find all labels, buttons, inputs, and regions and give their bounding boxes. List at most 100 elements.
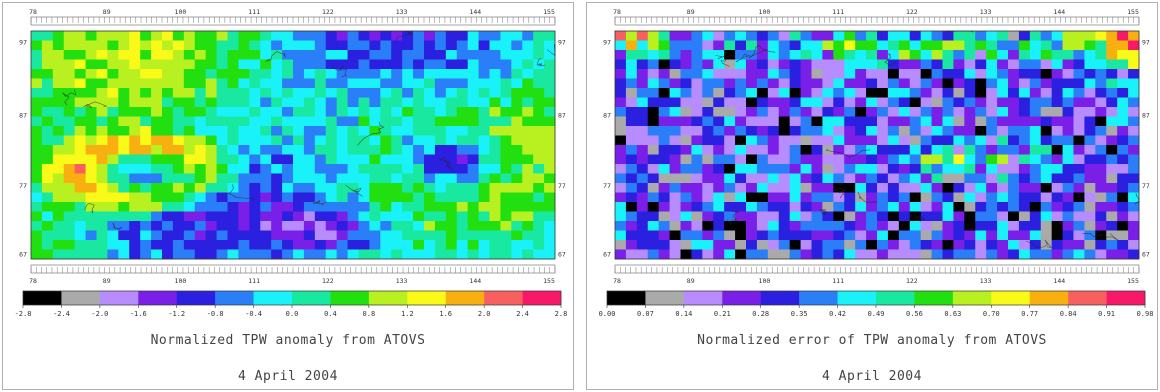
colorbar-swatch <box>368 291 408 305</box>
colorbar-tick-label: 0.42 <box>829 310 846 318</box>
colorbar-tick-label: 1.6 <box>439 310 452 318</box>
colorbar-tick-label: 0.21 <box>714 310 731 318</box>
x-tick-label-bottom: 144 <box>469 277 481 285</box>
x-tick-label-bottom: 122 <box>906 277 918 285</box>
colorbar-swatch <box>607 291 646 305</box>
y-tick-label-left: 77 <box>603 182 611 190</box>
y-tick-label-right: 97 <box>558 38 566 46</box>
y-tick-label-right: 87 <box>1142 111 1150 119</box>
colorbar-swatch <box>292 291 331 305</box>
anomaly-chart: 78 78 89 89 100 100 111 111 122 122 133 133 144 144 15… <box>15 8 568 318</box>
colorbar-tick-label: 0.49 <box>868 310 885 318</box>
colorbar-tick-label: 2.8 <box>555 310 568 318</box>
x-tick-label-bottom: 100 <box>759 277 771 285</box>
colorbar-tick-label: 0.14 <box>675 310 692 318</box>
colorbar-tick-label: 2.0 <box>478 310 491 318</box>
colorbar-swatch <box>253 291 293 305</box>
error-chart: 78 78 89 89 100 100 111 111 122 122 133 133 144 144 15… <box>599 8 1154 318</box>
colorbar-swatch <box>61 291 101 305</box>
chart-date: 4 April 2004 <box>822 369 922 384</box>
colorbar-tick-label: -2.4 <box>53 310 70 318</box>
x-tick-label-bottom: 111 <box>832 277 844 285</box>
colorbar-tick-label: 0.28 <box>752 310 769 318</box>
colorbar-tick-label: 0.35 <box>791 310 808 318</box>
heatmap-cells <box>31 31 556 260</box>
chart-panel-error: 78 78 89 89 100 100 111 111 122 122 133 133 144 144 15… <box>586 2 1158 390</box>
colorbar-swatch <box>215 291 254 305</box>
x-tick-label-top: 122 <box>906 8 918 16</box>
colorbar-tick-label: 0.0 <box>286 310 299 318</box>
y-tick-label-left: 97 <box>19 38 27 46</box>
colorbar-tick-label: -2.0 <box>91 310 108 318</box>
colorbar-swatch <box>837 291 877 305</box>
x-tick-label-top: 111 <box>832 8 844 16</box>
chart-date: 4 April 2004 <box>238 369 338 384</box>
x-tick-label-top: 144 <box>469 8 481 16</box>
colorbar-tick-label: 0.00 <box>599 310 616 318</box>
colorbar-tick-label: 2.4 <box>516 310 529 318</box>
colorbar-tick-label: 0.98 <box>1137 310 1154 318</box>
y-tick-label-right: 77 <box>1142 182 1150 190</box>
chart-title: Normalized error of TPW anomaly from ATO… <box>697 333 1047 348</box>
heatmap-cells <box>615 31 1140 260</box>
colorbar-tick-label: -1.2 <box>168 310 185 318</box>
x-tick-label-top: 89 <box>687 8 695 16</box>
colorbar-swatch <box>914 291 954 305</box>
x-tick-label-bottom: 133 <box>980 277 992 285</box>
y-tick-label-left: 87 <box>19 111 27 119</box>
colorbar-tick-label: -0.8 <box>207 310 224 318</box>
colorbar-tick-label: 0.84 <box>1060 310 1077 318</box>
colorbar-swatch <box>1106 291 1146 305</box>
y-tick-label-left: 77 <box>19 182 27 190</box>
x-tick-label-top: 111 <box>248 8 260 16</box>
colorbar-tick-label: 0.8 <box>363 310 376 318</box>
x-tick-label-top: 100 <box>175 8 187 16</box>
colorbar-tick-label: 0.63 <box>944 310 961 318</box>
x-tick-label-bottom: 78 <box>613 277 621 285</box>
x-tick-label-top: 100 <box>759 8 771 16</box>
colorbar-tick-label: 1.2 <box>401 310 414 318</box>
colorbar-swatch <box>138 291 178 305</box>
colorbar-tick-label: 0.77 <box>1021 310 1038 318</box>
chart-title: Normalized TPW anomaly from ATOVS <box>150 333 426 348</box>
colorbar-swatch <box>330 291 370 305</box>
colorbar-swatch <box>407 291 447 305</box>
colorbar-swatch <box>445 291 485 305</box>
colorbar-swatch <box>484 291 523 305</box>
y-tick-label-right: 97 <box>1142 38 1150 46</box>
colorbar-swatch <box>952 291 992 305</box>
y-tick-label-right: 67 <box>558 250 566 258</box>
colorbar-swatch <box>1068 291 1107 305</box>
x-tick-label-bottom: 133 <box>396 277 408 285</box>
colorbar-tick-label: -1.6 <box>130 310 147 318</box>
colorbar-tick-label: -2.8 <box>15 310 32 318</box>
colorbar-swatch <box>176 291 216 305</box>
y-tick-label-left: 67 <box>19 250 27 258</box>
x-tick-label-top: 78 <box>29 8 37 16</box>
x-tick-label-bottom: 144 <box>1053 277 1065 285</box>
colorbar-swatch <box>1029 291 1069 305</box>
colorbar-swatch <box>760 291 800 305</box>
x-tick-label-bottom: 155 <box>543 277 555 285</box>
y-tick-label-left: 87 <box>603 111 611 119</box>
x-tick-label-top: 122 <box>322 8 334 16</box>
y-tick-label-right: 67 <box>1142 250 1150 258</box>
colorbar-swatch <box>522 291 562 305</box>
colorbar-swatch <box>991 291 1031 305</box>
x-tick-label-bottom: 89 <box>687 277 695 285</box>
colorbar-swatch <box>645 291 685 305</box>
colorbar-swatch <box>99 291 139 305</box>
x-tick-label-top: 155 <box>543 8 555 16</box>
colorbar-tick-label: 0.70 <box>983 310 1000 318</box>
x-tick-label-bottom: 111 <box>248 277 260 285</box>
colorbar-swatch <box>23 291 62 305</box>
colorbar-tick-label: 0.07 <box>637 310 654 318</box>
x-tick-label-bottom: 89 <box>103 277 111 285</box>
x-tick-label-bottom: 155 <box>1127 277 1139 285</box>
y-tick-label-left: 97 <box>603 38 611 46</box>
x-tick-label-top: 89 <box>103 8 111 16</box>
colorbar-swatch <box>876 291 915 305</box>
chart-panel-anomaly: 78 78 89 89 100 100 111 111 122 122 133 133 144 144 15… <box>2 2 574 390</box>
colorbar-tick-label: -0.4 <box>245 310 262 318</box>
x-tick-label-top: 78 <box>613 8 621 16</box>
